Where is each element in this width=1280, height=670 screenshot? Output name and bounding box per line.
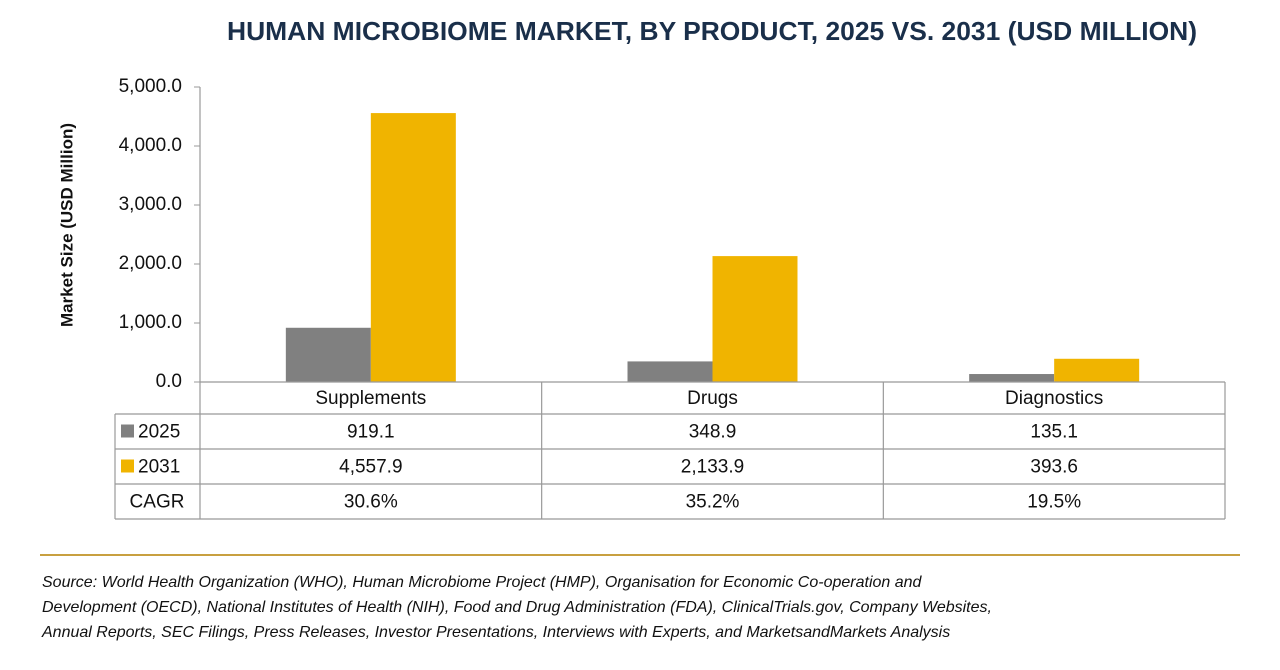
legend-label: 2031 bbox=[138, 457, 180, 478]
table-cagr: 30.6% bbox=[344, 492, 398, 513]
chart-title: HUMAN MICROBIOME MARKET, BY PRODUCT, 202… bbox=[227, 16, 1197, 46]
bar bbox=[712, 256, 798, 382]
y-axis-label: Market Size (USD Million) bbox=[57, 123, 76, 327]
x-tick-label: Drugs bbox=[687, 388, 738, 409]
source-note: Source: World Health Organization (WHO),… bbox=[42, 574, 923, 591]
legend-label: 2025 bbox=[138, 422, 180, 443]
source-note: Annual Reports, SEC Filings, Press Relea… bbox=[41, 624, 950, 641]
source-note: Development (OECD), National Institutes … bbox=[42, 599, 992, 616]
bar bbox=[370, 113, 456, 383]
y-tick-label: 1,000.0 bbox=[119, 312, 182, 333]
bar bbox=[969, 374, 1055, 382]
table-value: 4,557.9 bbox=[339, 457, 402, 478]
y-tick-label: 2,000.0 bbox=[119, 253, 182, 274]
y-tick-label: 4,000.0 bbox=[119, 135, 182, 156]
table-value: 393.6 bbox=[1030, 457, 1078, 478]
bar bbox=[1054, 358, 1140, 382]
bar bbox=[627, 361, 713, 382]
y-tick-label: 3,000.0 bbox=[119, 194, 182, 215]
x-tick-label: Supplements bbox=[315, 388, 426, 409]
y-tick-label: 0.0 bbox=[156, 371, 182, 392]
table-row-label: CAGR bbox=[130, 492, 185, 513]
table-cagr: 19.5% bbox=[1027, 492, 1081, 513]
table-value: 135.1 bbox=[1030, 422, 1078, 443]
x-tick-label: Diagnostics bbox=[1005, 388, 1103, 409]
table-cagr: 35.2% bbox=[686, 492, 740, 513]
bar bbox=[285, 327, 371, 382]
table-value: 2,133.9 bbox=[681, 457, 744, 478]
table-value: 348.9 bbox=[689, 422, 737, 443]
legend-swatch bbox=[121, 424, 134, 438]
table-value: 919.1 bbox=[347, 422, 395, 443]
y-tick-label: 5,000.0 bbox=[119, 76, 182, 97]
legend-swatch bbox=[121, 459, 134, 473]
